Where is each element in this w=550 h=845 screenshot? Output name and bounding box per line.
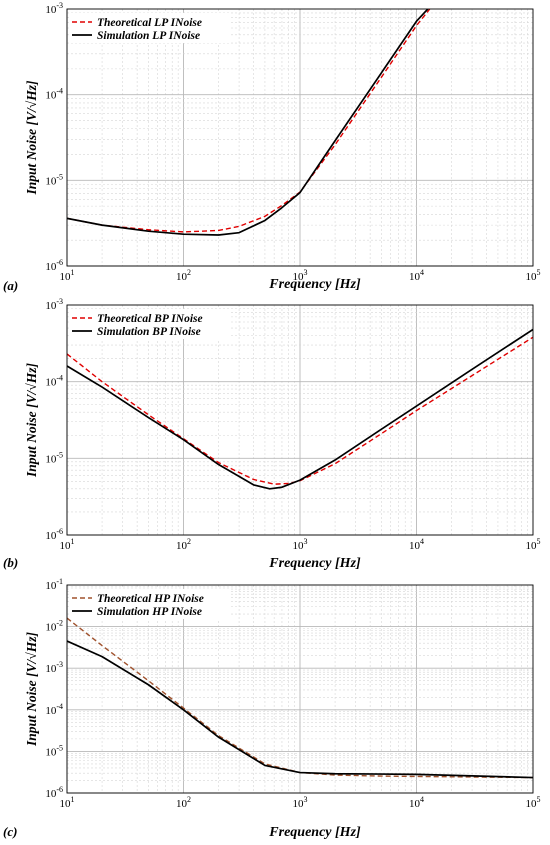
y-tick-label: 10-6 bbox=[45, 527, 63, 542]
series-line-2 bbox=[67, 640, 533, 779]
plot-frame bbox=[66, 584, 534, 794]
series-line-1 bbox=[67, 9, 431, 233]
legend-label: Theoretical HP INoise bbox=[97, 593, 204, 605]
panel-label: (a) bbox=[3, 278, 18, 293]
y-tick-label: 10-4 bbox=[45, 702, 63, 717]
x-tick-label: 104 bbox=[409, 795, 424, 810]
x-tick-label: 103 bbox=[293, 537, 308, 552]
y-tick-label: 10-3 bbox=[45, 660, 63, 675]
y-tick-label: 10-3 bbox=[45, 1, 63, 16]
y-tick-label: 10-1 bbox=[45, 577, 63, 592]
x-tick-label: 101 bbox=[60, 537, 75, 552]
y-tick-label: 10-4 bbox=[45, 374, 63, 389]
x-tick-label: 104 bbox=[409, 268, 424, 283]
panel-label: (c) bbox=[3, 824, 17, 839]
x-axis-label: Frequency [Hz] bbox=[268, 825, 361, 840]
legend-label: Theoretical LP INoise bbox=[97, 17, 202, 29]
x-axis-label: Frequency [Hz] bbox=[268, 277, 361, 292]
x-tick-label: 104 bbox=[409, 537, 424, 552]
grid bbox=[66, 9, 533, 267]
x-tick-label: 102 bbox=[176, 795, 191, 810]
legend-label: Simulation HP INoise bbox=[97, 606, 202, 618]
x-tick-label: 105 bbox=[526, 537, 541, 552]
chart-panel-3: 101 102 103 104 105 10-6 10-5 10-4 10-3 10-2 10-1 F… bbox=[3, 577, 541, 840]
series-line-2 bbox=[67, 328, 533, 490]
legend-box bbox=[70, 13, 230, 43]
legend-box bbox=[70, 589, 230, 619]
plot-frame bbox=[66, 8, 534, 267]
y-axis-label: Input Noise [V/√Hz] bbox=[24, 363, 39, 478]
y-tick-label: 10-5 bbox=[45, 450, 63, 465]
y-tick-label: 10-3 bbox=[45, 297, 63, 312]
x-tick-label: 102 bbox=[176, 268, 191, 283]
series-line-1 bbox=[67, 617, 533, 779]
y-tick-label: 10-2 bbox=[45, 619, 63, 634]
x-tick-label: 101 bbox=[60, 795, 75, 810]
legend-label: Simulation LP INoise bbox=[97, 30, 200, 42]
legend-label: Simulation BP INoise bbox=[97, 326, 201, 338]
y-axis-label: Input Noise [V/√Hz] bbox=[24, 632, 39, 747]
chart-panel-1: 101 102 103 104 105 10-6 10-5 10-4 10-3 Frequency… bbox=[3, 1, 541, 293]
y-tick-label: 10-5 bbox=[45, 172, 63, 187]
x-tick-label: 105 bbox=[526, 795, 541, 810]
chart-panel-2: 101 102 103 104 105 10-6 10-5 10-4 10-3 Frequency… bbox=[3, 297, 541, 571]
x-tick-label: 103 bbox=[293, 795, 308, 810]
x-tick-label: 101 bbox=[60, 268, 75, 283]
y-tick-label: 10-6 bbox=[45, 785, 63, 800]
legend-label: Theoretical BP INoise bbox=[97, 313, 203, 325]
plot-frame bbox=[66, 304, 534, 536]
y-axis-label: Input Noise [V/√Hz] bbox=[24, 80, 39, 195]
series-line-1 bbox=[67, 336, 533, 485]
panel-label: (b) bbox=[3, 555, 18, 570]
x-tick-label: 103 bbox=[293, 268, 308, 283]
series-line-2 bbox=[67, 9, 429, 236]
x-tick-label: 105 bbox=[526, 268, 541, 283]
legend-box bbox=[70, 309, 230, 339]
y-tick-label: 10-4 bbox=[45, 87, 63, 102]
y-tick-label: 10-5 bbox=[45, 743, 63, 758]
x-axis-label: Frequency [Hz] bbox=[268, 556, 361, 571]
y-tick-label: 10-6 bbox=[45, 258, 63, 273]
x-tick-label: 102 bbox=[176, 537, 191, 552]
